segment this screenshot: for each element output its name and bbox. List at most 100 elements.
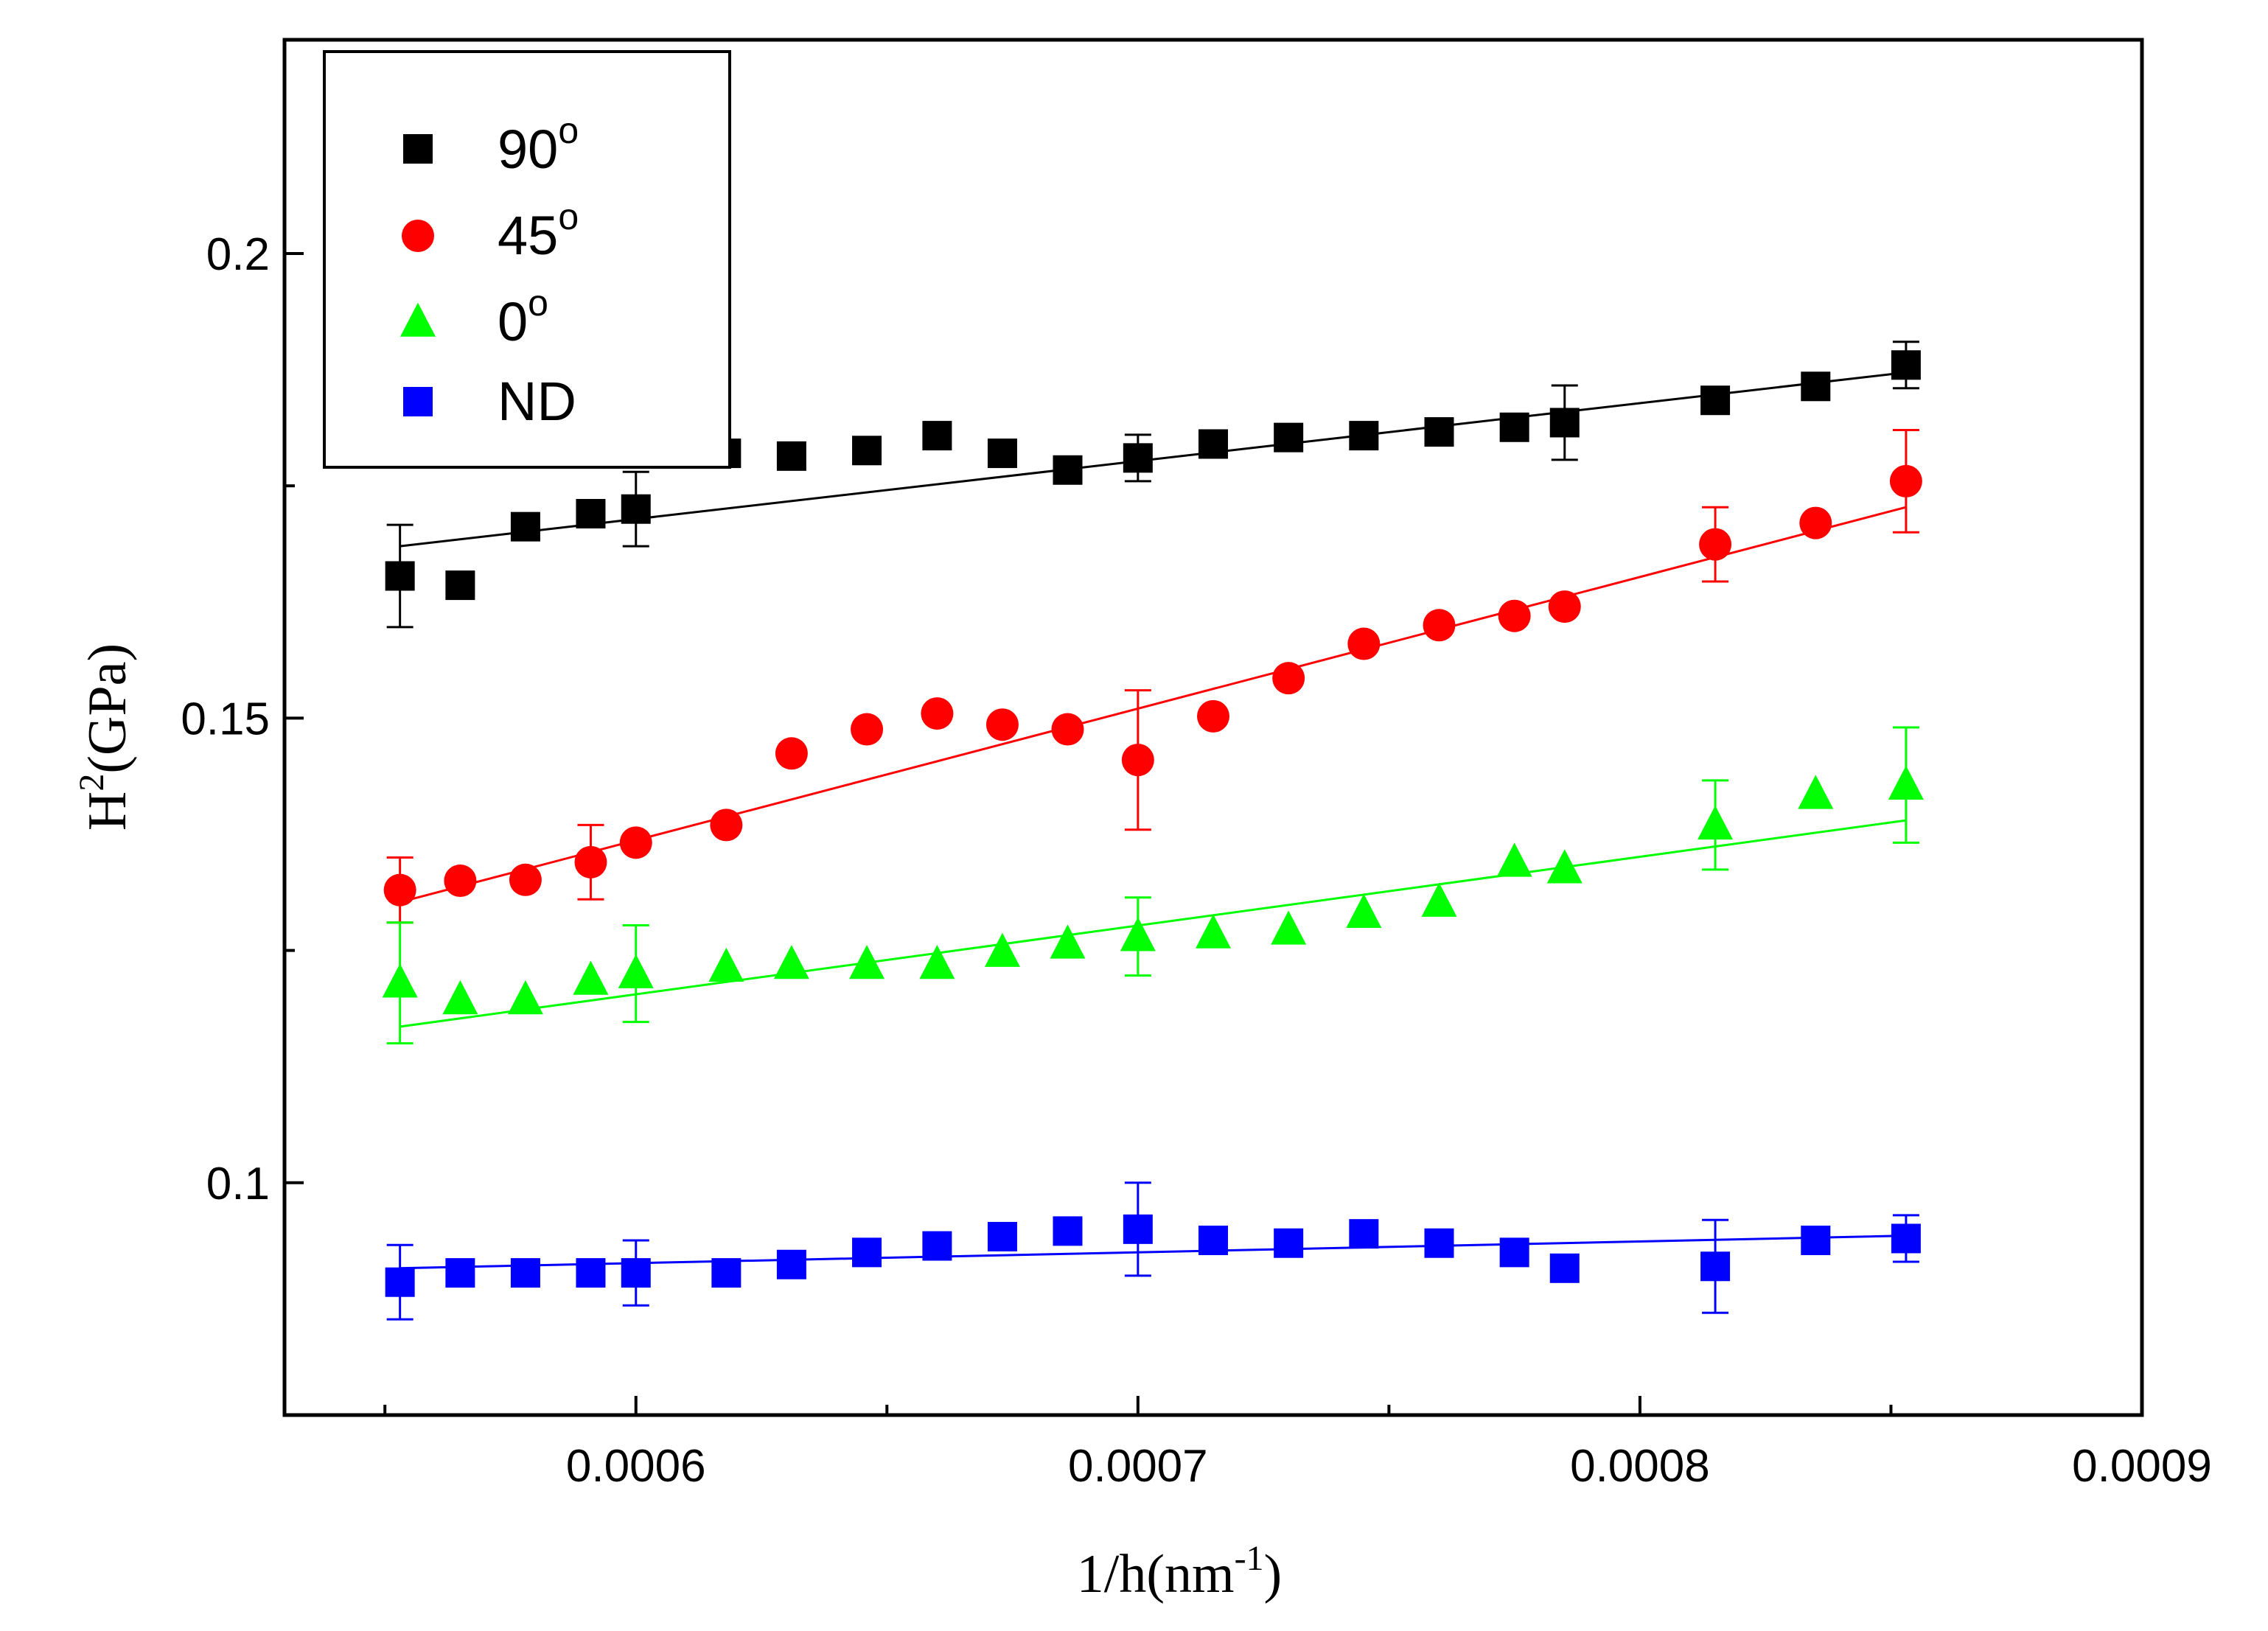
data-point-90 xyxy=(1891,350,1921,380)
data-point-45 xyxy=(851,713,884,746)
data-point-45 xyxy=(1197,699,1229,733)
data-point-45 xyxy=(509,863,542,896)
legend-box xyxy=(323,50,731,469)
x-tick-label: 0.0009 xyxy=(2072,1441,2212,1492)
data-point-90 xyxy=(852,436,882,466)
legend-marker-0 xyxy=(400,302,436,337)
data-point-0 xyxy=(919,945,955,979)
data-point-0 xyxy=(1888,765,1924,800)
legend-marker-45 xyxy=(402,220,434,252)
data-point-45 xyxy=(1423,609,1456,642)
fit-line-90 xyxy=(399,371,1907,548)
data-point-0 xyxy=(618,954,654,988)
data-point-45 xyxy=(985,708,1019,741)
data-point-nd xyxy=(1274,1228,1304,1258)
legend-label-0-main: 0 xyxy=(498,291,528,352)
x-tick-label: 0.0008 xyxy=(1570,1441,1710,1492)
data-point-0 xyxy=(1271,910,1307,945)
data-point-45 xyxy=(1347,627,1381,660)
data-point-nd xyxy=(1891,1223,1921,1254)
legend-label-0-sup: o xyxy=(528,282,548,324)
data-point-45 xyxy=(1699,528,1732,561)
data-point-90 xyxy=(1549,408,1580,438)
data-point-90 xyxy=(385,561,415,591)
data-point-90 xyxy=(1274,422,1304,453)
data-point-nd xyxy=(621,1258,651,1288)
data-point-45 xyxy=(1051,713,1084,746)
data-point-45 xyxy=(775,737,808,770)
data-point-nd xyxy=(1123,1214,1153,1244)
fit-line-45 xyxy=(399,506,1907,904)
data-point-0 xyxy=(1798,775,1834,809)
data-point-nd xyxy=(510,1258,540,1288)
data-point-nd xyxy=(385,1267,415,1297)
data-point-nd xyxy=(1053,1216,1083,1246)
data-point-0 xyxy=(573,960,609,995)
legend-label-90: 90o xyxy=(498,110,579,180)
data-point-nd xyxy=(1424,1228,1454,1258)
data-point-90 xyxy=(1349,421,1379,451)
data-point-0 xyxy=(1196,914,1231,949)
data-point-45 xyxy=(1272,662,1305,695)
data-point-nd xyxy=(776,1249,806,1279)
data-point-nd xyxy=(1349,1219,1379,1249)
data-point-0 xyxy=(1546,849,1583,884)
legend-label-45-sup: o xyxy=(558,196,579,237)
data-point-45 xyxy=(1498,599,1531,632)
data-point-nd xyxy=(445,1258,475,1288)
fit-line-0 xyxy=(399,819,1907,1028)
data-point-nd xyxy=(987,1221,1017,1251)
data-point-90 xyxy=(1700,385,1731,416)
data-point-90 xyxy=(1424,417,1454,447)
data-point-nd xyxy=(922,1231,952,1261)
data-point-0 xyxy=(849,945,885,979)
data-point-nd xyxy=(1198,1225,1228,1255)
data-point-90 xyxy=(776,441,806,471)
data-point-45 xyxy=(710,808,743,842)
data-point-0 xyxy=(1050,924,1086,959)
x-axis-title-sup: -1 xyxy=(1235,1539,1264,1578)
axis-ticks: 0.0006 0.0007 0.0008 0.0009 0.1 0.15 0.2 xyxy=(181,229,2211,1492)
data-point-90 xyxy=(1801,371,1831,402)
legend: 90o 45o 0o ND xyxy=(323,50,731,469)
data-point-0 xyxy=(773,945,809,979)
legend-markers xyxy=(400,134,436,416)
data-point-45 xyxy=(619,826,652,859)
data-point-45 xyxy=(1121,744,1154,777)
x-axis-title-close: ) xyxy=(1264,1544,1283,1604)
data-point-0 xyxy=(507,980,543,1015)
data-point-90 xyxy=(576,499,606,529)
x-axis-title: 1/h(nm-1) xyxy=(1077,1539,1282,1604)
data-point-45 xyxy=(921,697,954,730)
data-point-nd xyxy=(1700,1251,1731,1282)
data-point-0 xyxy=(1697,805,1734,840)
x-axis-title-main: 1/h(nm xyxy=(1077,1544,1235,1604)
data-point-90 xyxy=(621,494,651,524)
y-tick-label: 0.15 xyxy=(181,694,270,744)
data-point-90 xyxy=(1198,429,1228,459)
data-point-90 xyxy=(1499,412,1529,442)
fit-line-nd xyxy=(399,1234,1906,1270)
data-point-90 xyxy=(510,511,540,542)
legend-label-nd-main: ND xyxy=(498,371,576,432)
data-point-nd xyxy=(852,1237,882,1268)
data-point-0 xyxy=(984,932,1020,967)
fit-lines xyxy=(399,371,1907,1270)
error-bars xyxy=(386,340,1919,1321)
data-point-0 xyxy=(382,963,418,998)
legend-marker-90 xyxy=(403,134,433,164)
data-point-90 xyxy=(922,421,952,451)
data-point-nd xyxy=(576,1258,606,1288)
y-axis-title-main: H xyxy=(77,792,138,831)
data-point-0 xyxy=(1421,882,1457,917)
data-point-45 xyxy=(1799,506,1832,539)
data-point-45 xyxy=(1889,464,1922,497)
data-point-0 xyxy=(1346,893,1382,928)
x-tick-label: 0.0007 xyxy=(1068,1441,1208,1492)
y-axis-title: H2(GPa) xyxy=(72,643,138,831)
data-point-0 xyxy=(708,947,744,982)
data-point-0 xyxy=(1120,917,1156,951)
data-point-45 xyxy=(444,865,477,898)
data-point-45 xyxy=(1548,590,1581,624)
